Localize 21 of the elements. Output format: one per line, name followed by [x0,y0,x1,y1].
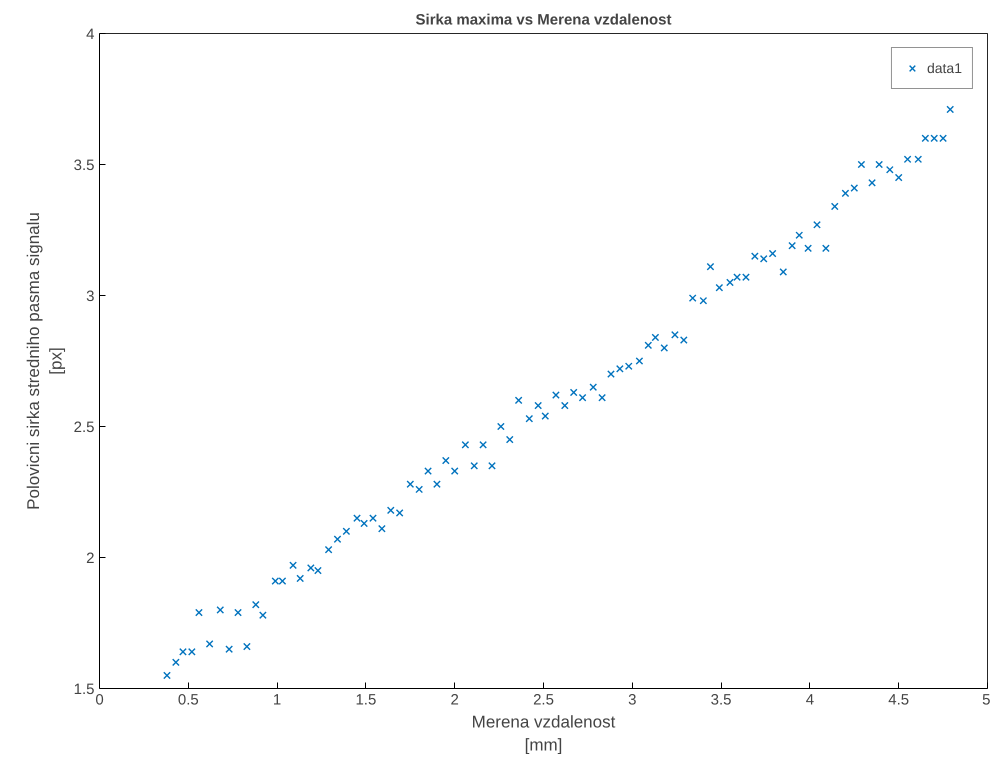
x-tick-label: 2.5 [533,692,554,708]
legend-label: data1 [926,60,962,76]
x-tick-label: 0 [95,692,104,708]
x-tick-label: 4 [806,692,814,708]
y-tick-label: 3.5 [74,157,95,174]
y-tick-label: 3 [86,288,94,305]
x-tick-label: 4.5 [888,692,910,708]
x-tick-label: 5 [982,692,990,708]
x-tick-label: 3.5 [710,692,732,708]
y-tick-label: 4 [86,26,94,43]
chart-title: Sirka maxima vs Merena vzdalenost [416,12,672,28]
x-tick-label: 2 [450,692,459,708]
y-tick-label: 2 [86,550,94,567]
y-tick-label: 1.5 [74,681,95,698]
y-tick-label: 2.5 [74,419,95,436]
x-axis-title: Merena vzdalenost [mm] [472,712,616,754]
x-tick-label: 1 [272,692,282,708]
x-tick-label: 0.5 [178,692,199,708]
x-tick-label: 3 [628,692,636,708]
y-axis-title: Polovicni sirka stredniho pasma signalu [px] [24,212,66,510]
x-tick-label: 1.5 [355,692,376,708]
